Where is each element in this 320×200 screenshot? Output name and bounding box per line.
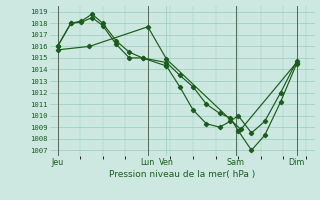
X-axis label: Pression niveau de la mer( hPa ): Pression niveau de la mer( hPa ): [109, 170, 256, 179]
